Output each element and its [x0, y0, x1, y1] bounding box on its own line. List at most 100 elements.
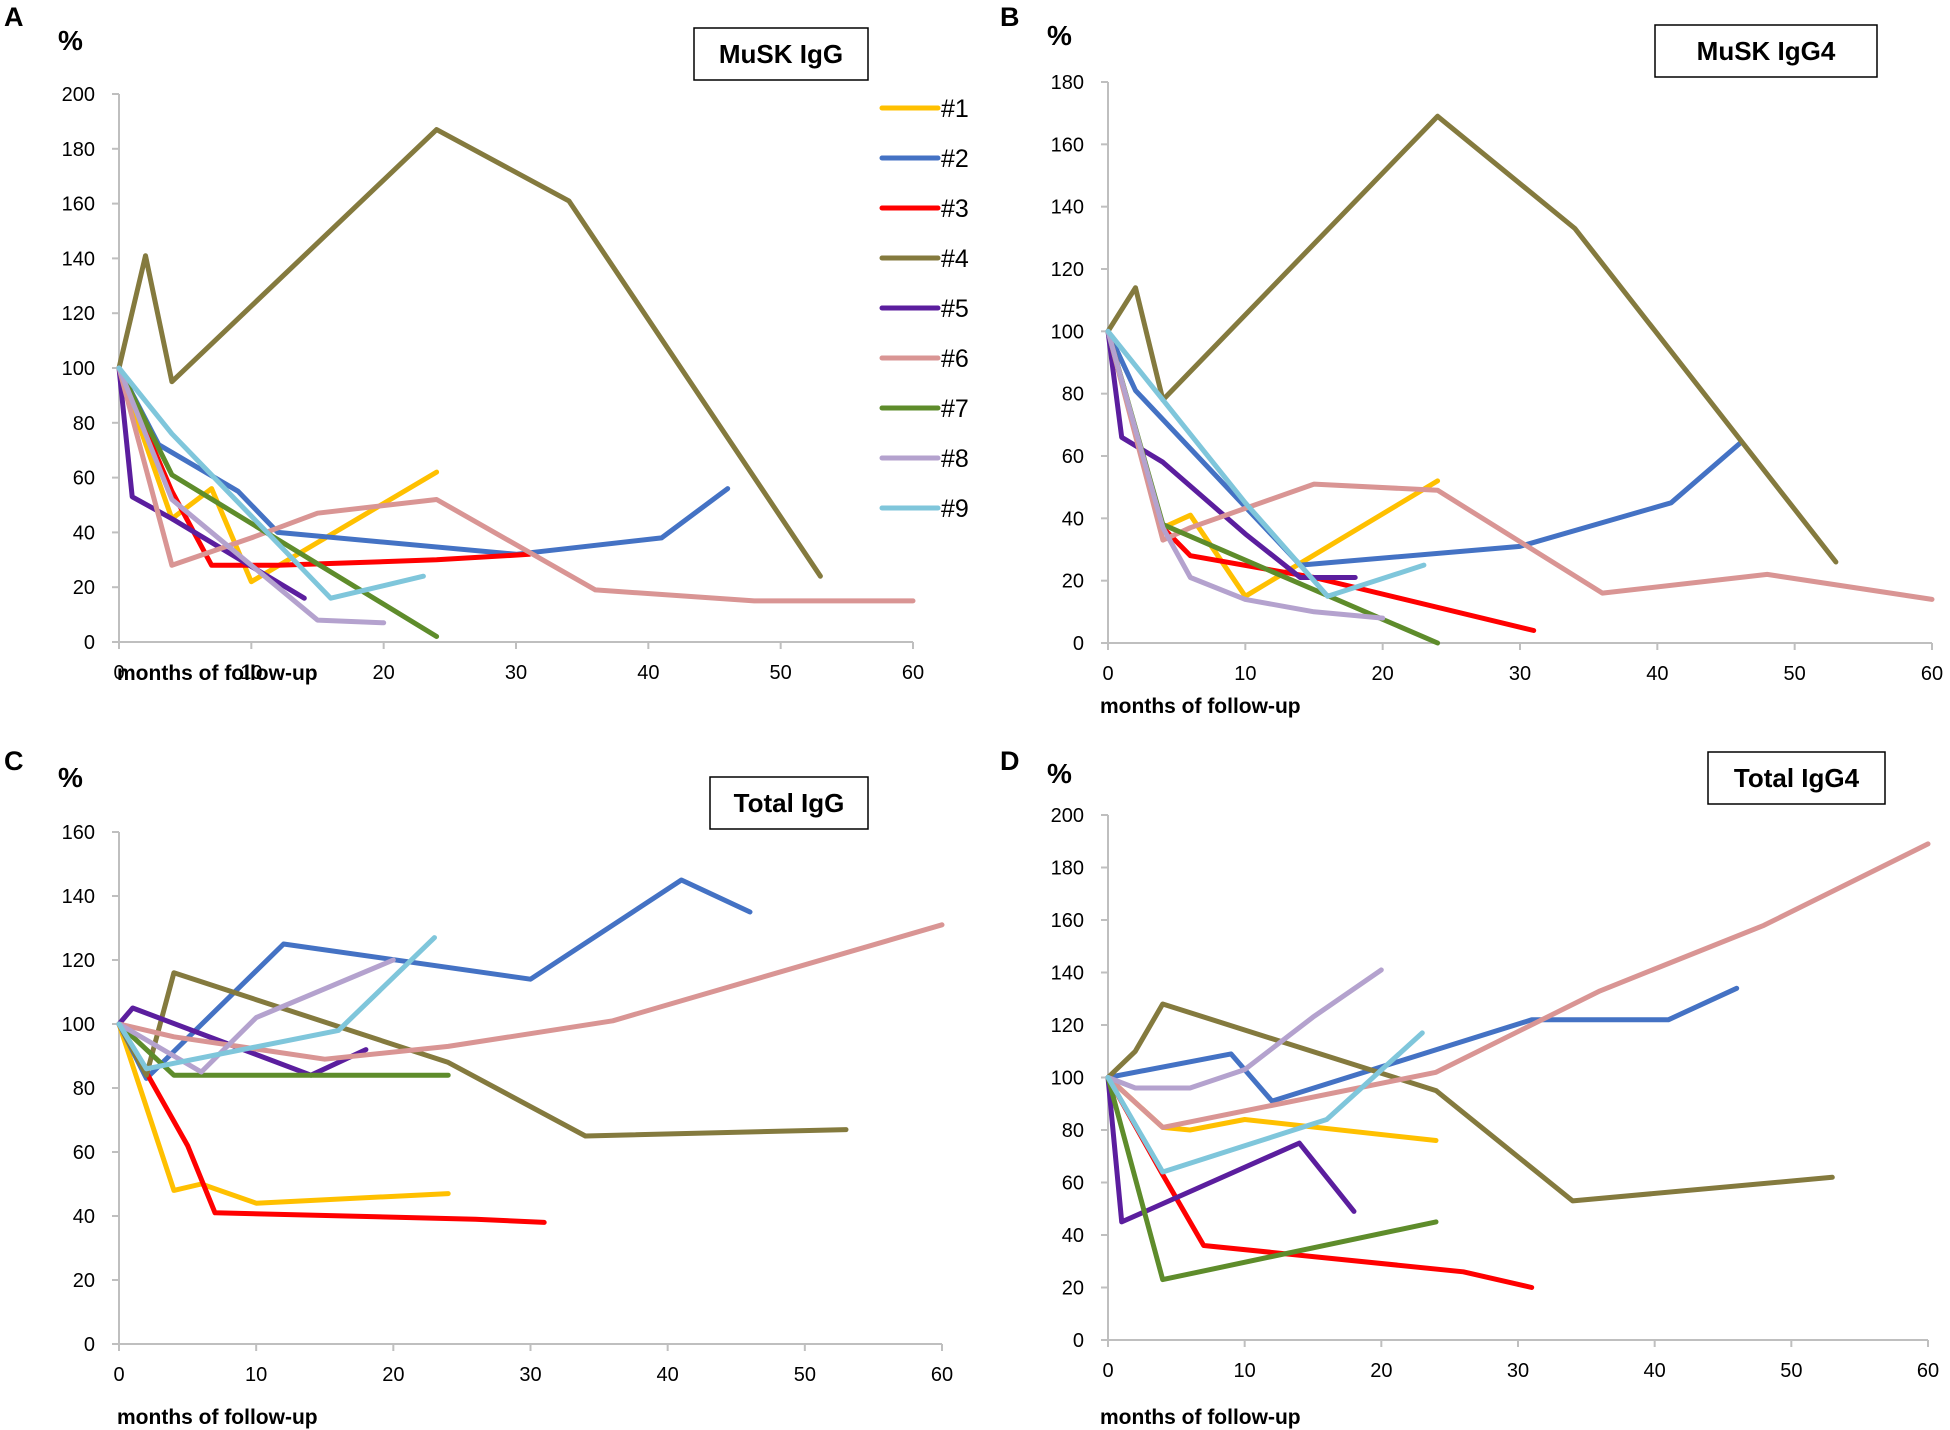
panel-b-letter: B [1000, 2, 1020, 32]
series-line-p8 [116, 957, 396, 1075]
series-line-p7 [116, 1021, 451, 1078]
series-line-p8 [116, 365, 387, 626]
x-tick-label: 50 [794, 1364, 816, 1386]
x-tick-label: 60 [931, 1364, 953, 1386]
y-axis-unit: % [58, 762, 83, 793]
y-tick-label: 140 [1051, 963, 1084, 985]
x-tick-label: 50 [1784, 663, 1806, 685]
y-tick-label: 20 [73, 1270, 95, 1292]
series-line-p6 [1105, 328, 1935, 602]
y-tick-label: 80 [73, 1078, 95, 1100]
y-tick-label: 80 [1062, 384, 1084, 406]
series-line-p6 [116, 922, 945, 1062]
series-line-p4 [1105, 113, 1839, 565]
y-tick-label: 140 [1051, 197, 1084, 219]
y-tick-label: 60 [73, 1142, 95, 1164]
y-tick-label: 160 [62, 194, 95, 216]
y-tick-label: 160 [62, 822, 95, 844]
series-line-p5 [116, 365, 307, 601]
y-tick-label: 20 [1062, 1278, 1084, 1300]
x-tick-label: 50 [770, 662, 792, 684]
x-tick-label: 10 [240, 662, 262, 684]
series-line-p9 [1105, 1030, 1425, 1175]
y-tick-label: 140 [62, 248, 95, 270]
y-tick-label: 40 [73, 522, 95, 544]
chart-title: MuSK IgG4 [1697, 36, 1836, 66]
title-box [709, 776, 869, 830]
y-tick-label: 120 [62, 303, 95, 325]
x-tick-label: 30 [505, 662, 527, 684]
series-line-p2 [116, 365, 731, 557]
y-tick-label: 60 [73, 468, 95, 490]
y-tick-label: 120 [1051, 1015, 1084, 1037]
y-tick-label: 20 [1062, 571, 1084, 593]
x-tick-label: 30 [1509, 663, 1531, 685]
title-box [1654, 24, 1878, 78]
x-tick-label: 0 [1102, 663, 1113, 685]
y-tick-label: 160 [1051, 910, 1084, 932]
y-tick-label: 0 [1073, 633, 1084, 655]
x-tick-label: 20 [1370, 1360, 1392, 1382]
y-tick-label: 200 [1051, 805, 1084, 827]
x-tick-label: 0 [113, 662, 124, 684]
series-line-p3 [1105, 1075, 1535, 1290]
legend-label: #3 [941, 195, 969, 223]
series-line-p2 [1105, 328, 1743, 568]
panel-d-letter: D [1000, 746, 1020, 776]
x-tick-label: 40 [1644, 1360, 1666, 1382]
series-line-p5 [1105, 1075, 1357, 1225]
x-tick-label: 60 [902, 662, 924, 684]
y-tick-label: 120 [62, 950, 95, 972]
series-line-p3 [116, 1021, 547, 1225]
series-line-p4 [116, 127, 823, 579]
y-axis-unit: % [58, 25, 83, 56]
y-tick-label: 20 [73, 577, 95, 599]
y-tick-label: 80 [73, 413, 95, 435]
series-line-p9 [1105, 328, 1427, 599]
x-axis-label: months of follow-up [117, 1406, 318, 1429]
title-box [1707, 751, 1886, 805]
x-tick-label: 40 [637, 662, 659, 684]
series-line-p7 [116, 365, 440, 639]
series-line-p6 [1105, 841, 1931, 1130]
y-tick-label: 140 [62, 886, 95, 908]
y-axis-unit: % [1047, 20, 1072, 51]
x-tick-label: 0 [113, 1364, 124, 1386]
panel-a-letter: A [4, 2, 24, 32]
y-tick-label: 100 [1051, 1068, 1084, 1090]
legend-label: #2 [941, 145, 969, 173]
legend-label: #7 [941, 395, 969, 423]
x-tick-label: 40 [657, 1364, 679, 1386]
legend-label: #9 [941, 495, 969, 523]
panel-a: A 0 20 40 60 80 100 120 140 160 180 200 0 10 20 30 40 50… [4, 2, 924, 685]
legend: #1 #2 #3 #4 #5 #6 #7 #8 #9 [879, 95, 969, 523]
x-tick-label: 20 [1372, 663, 1394, 685]
panel-c: C 0 20 40 60 80 100 120 140 160 0 10 20 30 40 50 60 mont… [4, 746, 953, 1429]
legend-label: #5 [941, 295, 969, 323]
legend-label: #1 [941, 95, 969, 123]
series-line-p9 [116, 365, 426, 601]
y-axis-unit: % [1047, 758, 1072, 789]
legend-label: #6 [941, 345, 969, 373]
series-line-p4 [116, 970, 849, 1139]
y-tick-label: 160 [1051, 134, 1084, 156]
y-tick-label: 100 [1051, 321, 1084, 343]
x-tick-label: 20 [373, 662, 395, 684]
x-axis-label: months of follow-up [1100, 695, 1301, 718]
y-tick-label: 80 [1062, 1120, 1084, 1142]
x-tick-label: 10 [245, 1364, 267, 1386]
chart-title: Total IgG [734, 788, 845, 818]
x-tick-label: 0 [1102, 1360, 1113, 1382]
x-tick-label: 60 [1917, 1360, 1939, 1382]
x-tick-label: 30 [1507, 1360, 1529, 1382]
y-tick-label: 40 [1062, 508, 1084, 530]
x-tick-label: 10 [1234, 663, 1256, 685]
series-line-p9 [116, 935, 437, 1072]
chart-title: MuSK IgG [719, 39, 843, 69]
x-tick-label: 40 [1646, 663, 1668, 685]
x-axis-label: months of follow-up [1100, 1406, 1301, 1429]
y-tick-label: 0 [1073, 1330, 1084, 1352]
y-tick-label: 100 [62, 358, 95, 380]
series-line-p8 [1105, 328, 1386, 621]
